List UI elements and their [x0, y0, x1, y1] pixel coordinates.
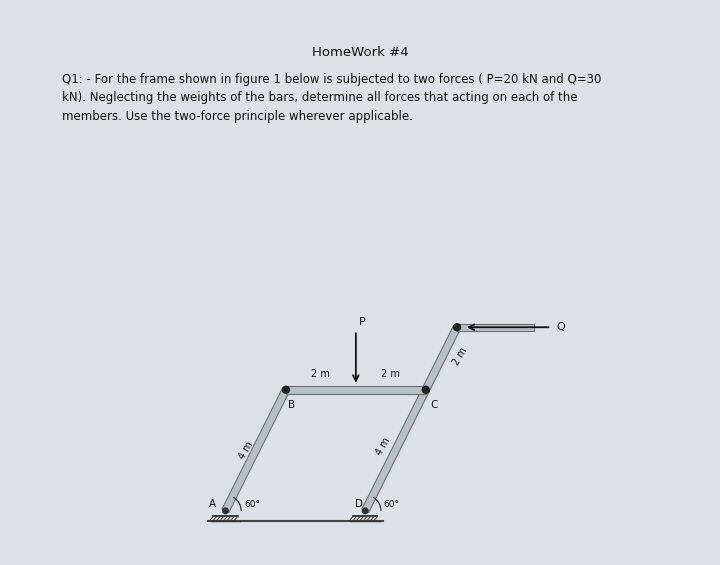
Text: 2 m: 2 m	[451, 346, 469, 367]
Circle shape	[454, 324, 461, 331]
Circle shape	[361, 507, 369, 514]
Polygon shape	[457, 324, 534, 331]
Text: HomeWork #4: HomeWork #4	[312, 46, 408, 59]
Text: C: C	[430, 400, 437, 410]
Text: A: A	[209, 499, 216, 509]
Polygon shape	[286, 386, 426, 394]
Polygon shape	[222, 388, 289, 512]
Text: 2 m: 2 m	[382, 370, 400, 379]
Text: 60°: 60°	[384, 501, 400, 509]
Polygon shape	[423, 325, 461, 392]
Text: 4 m: 4 m	[237, 440, 255, 461]
Text: D: D	[356, 499, 364, 509]
Circle shape	[282, 386, 289, 393]
Text: P: P	[359, 317, 366, 327]
Text: Q1: - For the frame shown in figure 1 below is subjected to two forces ( P=20 kN: Q1: - For the frame shown in figure 1 be…	[62, 73, 601, 123]
Text: Q: Q	[557, 322, 565, 332]
Text: 60°: 60°	[244, 501, 260, 509]
Polygon shape	[362, 388, 429, 512]
Text: 4 m: 4 m	[374, 436, 392, 458]
Circle shape	[423, 386, 429, 393]
Text: 2 m: 2 m	[312, 370, 330, 379]
Text: B: B	[288, 400, 295, 410]
Circle shape	[222, 507, 229, 514]
